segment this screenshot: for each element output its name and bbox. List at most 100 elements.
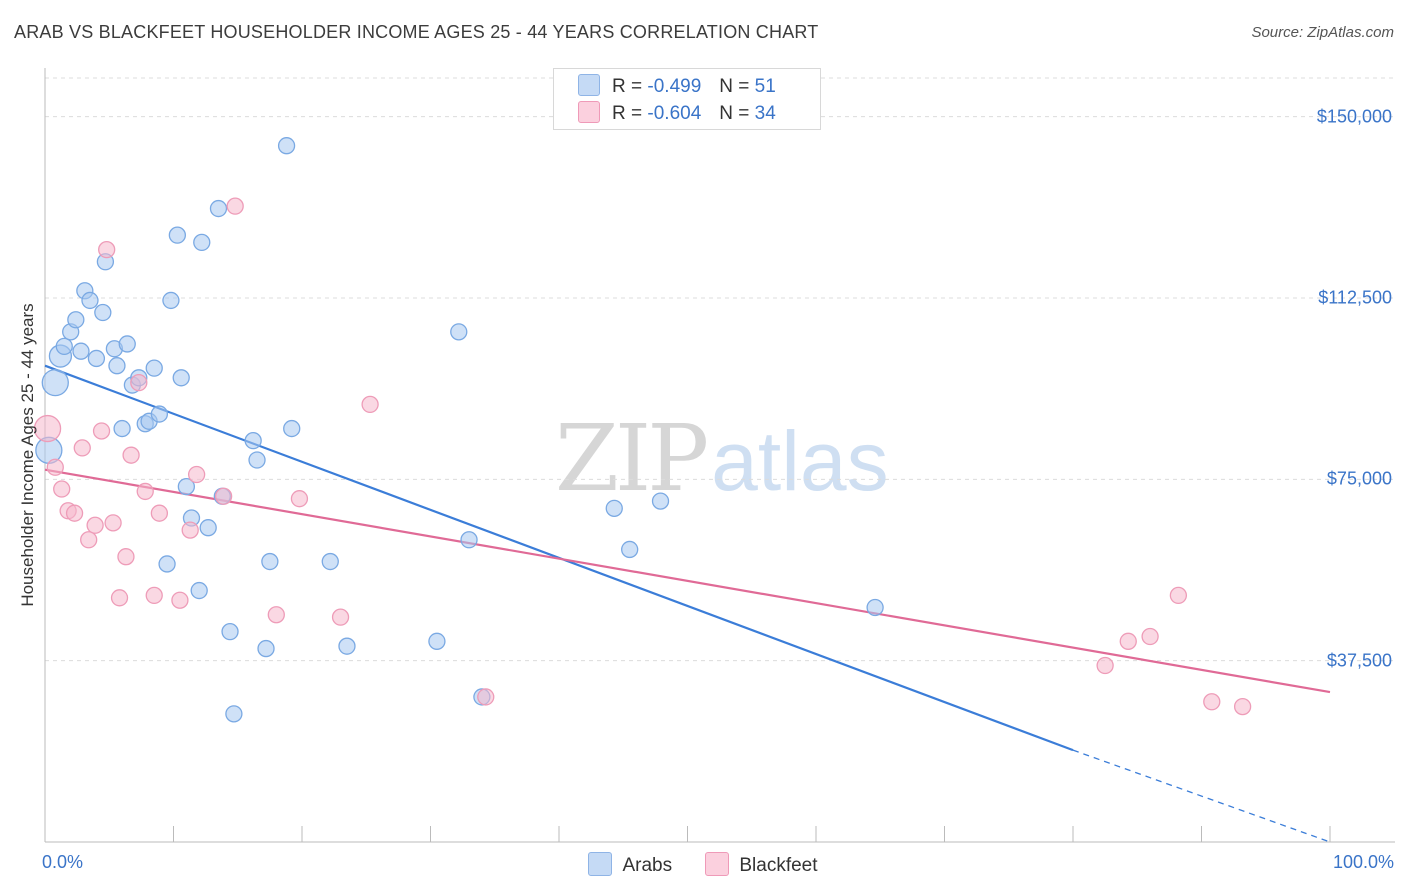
point-arabs <box>87 349 106 368</box>
point-arabs <box>162 291 180 310</box>
point-arabs <box>209 199 228 218</box>
series-legend: Arabs Blackfeet <box>0 852 1406 877</box>
point-blackfeet <box>1203 693 1221 711</box>
point-blackfeet <box>65 504 84 522</box>
point-arabs <box>450 323 468 341</box>
point-blackfeet <box>1096 656 1114 675</box>
point-arabs <box>145 359 163 377</box>
point-arabs <box>41 368 69 397</box>
y-tick-label: $37,500 <box>1326 650 1392 671</box>
x-tick-label-min: 0.0% <box>42 852 84 872</box>
source-credit: Source: ZipAtlas.com <box>1251 24 1394 41</box>
point-blackfeet <box>477 688 495 706</box>
legend-swatch-blackfeet <box>578 101 600 123</box>
point-blackfeet <box>1169 586 1188 605</box>
y-tick-label: $75,000 <box>1326 468 1392 489</box>
chart-title: ARAB VS BLACKFEET HOUSEHOLDER INCOME AGE… <box>14 22 819 42</box>
gridlines <box>45 77 1395 662</box>
point-blackfeet <box>214 487 233 505</box>
series-label-blackfeet: Blackfeet <box>739 855 818 876</box>
legend-r-value-arabs: -0.499 <box>647 76 702 97</box>
legend-r-value-blackfeet: -0.604 <box>647 103 702 124</box>
point-blackfeet <box>1119 632 1137 650</box>
point-blackfeet <box>98 241 116 259</box>
point-arabs <box>428 632 446 650</box>
point-blackfeet <box>117 548 135 566</box>
point-arabs <box>866 598 884 617</box>
point-arabs <box>199 519 217 537</box>
point-arabs <box>177 477 196 496</box>
point-blackfeet <box>104 514 122 532</box>
point-blackfeet <box>290 490 309 508</box>
point-arabs <box>321 552 339 571</box>
point-blackfeet <box>110 589 129 607</box>
point-arabs <box>338 637 356 655</box>
legend-n-label: N = <box>719 103 750 124</box>
point-blackfeet <box>1233 697 1252 716</box>
point-arabs <box>168 226 187 244</box>
x-tick-label-max: 100.0% <box>1332 852 1394 872</box>
legend-row-arabs: R = -0.499 N = 51 <box>578 74 776 100</box>
legend-n-value-blackfeet: 34 <box>754 103 776 124</box>
point-blackfeet <box>92 422 111 440</box>
point-arabs <box>72 342 90 360</box>
watermark: ZIPatlas <box>555 405 889 512</box>
point-blackfeet <box>33 414 62 443</box>
data-points <box>33 137 1252 723</box>
series-legend-blackfeet[interactable]: Blackfeet <box>705 852 818 877</box>
point-blackfeet <box>73 439 91 457</box>
point-blackfeet <box>171 591 189 609</box>
point-blackfeet <box>46 458 64 476</box>
point-blackfeet <box>331 608 350 626</box>
point-blackfeet <box>86 516 104 534</box>
point-arabs <box>158 555 176 573</box>
y-tick-label: $112,500 <box>1318 287 1392 308</box>
legend-row-blackfeet: R = -0.604 N = 34 <box>578 101 776 127</box>
point-arabs <box>172 369 190 387</box>
point-blackfeet <box>80 531 98 549</box>
point-arabs <box>108 357 126 375</box>
point-arabs <box>193 233 211 252</box>
series-label-arabs: Arabs <box>622 855 673 876</box>
point-blackfeet <box>361 395 379 414</box>
y-tick-label: $150,000 <box>1316 106 1392 127</box>
legend-r-label: R = <box>612 76 643 97</box>
point-arabs <box>244 432 262 450</box>
point-arabs <box>67 311 85 329</box>
point-blackfeet <box>226 197 244 215</box>
point-arabs <box>248 451 266 469</box>
legend-r-label: R = <box>612 103 643 124</box>
point-blackfeet <box>145 586 163 605</box>
series-swatch-arabs <box>588 852 613 876</box>
point-blackfeet <box>267 606 285 624</box>
point-arabs <box>651 492 670 510</box>
point-arabs <box>460 531 478 549</box>
point-blackfeet <box>122 446 140 464</box>
legend-n-value-arabs: 51 <box>754 76 776 97</box>
correlation-legend: R = -0.499 N = 51 R = -0.604 N = 34 <box>553 68 821 130</box>
axes <box>44 68 1395 843</box>
trendlines <box>44 364 1331 843</box>
point-blackfeet <box>187 465 206 484</box>
legend-n-label: N = <box>719 76 750 97</box>
point-arabs <box>261 552 279 571</box>
watermark-zip: ZIP <box>555 405 709 512</box>
point-arabs <box>605 499 623 518</box>
point-arabs <box>277 137 296 155</box>
point-blackfeet <box>53 480 71 498</box>
point-blackfeet <box>150 504 169 522</box>
watermark-atlas: atlas <box>711 414 889 508</box>
point-blackfeet <box>181 521 199 539</box>
point-arabs <box>81 291 99 310</box>
point-arabs <box>225 705 243 723</box>
point-arabs <box>94 303 112 322</box>
point-arabs <box>55 337 73 356</box>
point-arabs <box>190 581 208 600</box>
point-arabs <box>621 540 639 559</box>
point-blackfeet <box>130 373 148 392</box>
series-legend-arabs[interactable]: Arabs <box>588 852 672 877</box>
trendline-blackfeet <box>44 468 1331 694</box>
point-arabs <box>221 623 239 641</box>
point-arabs <box>283 419 301 438</box>
